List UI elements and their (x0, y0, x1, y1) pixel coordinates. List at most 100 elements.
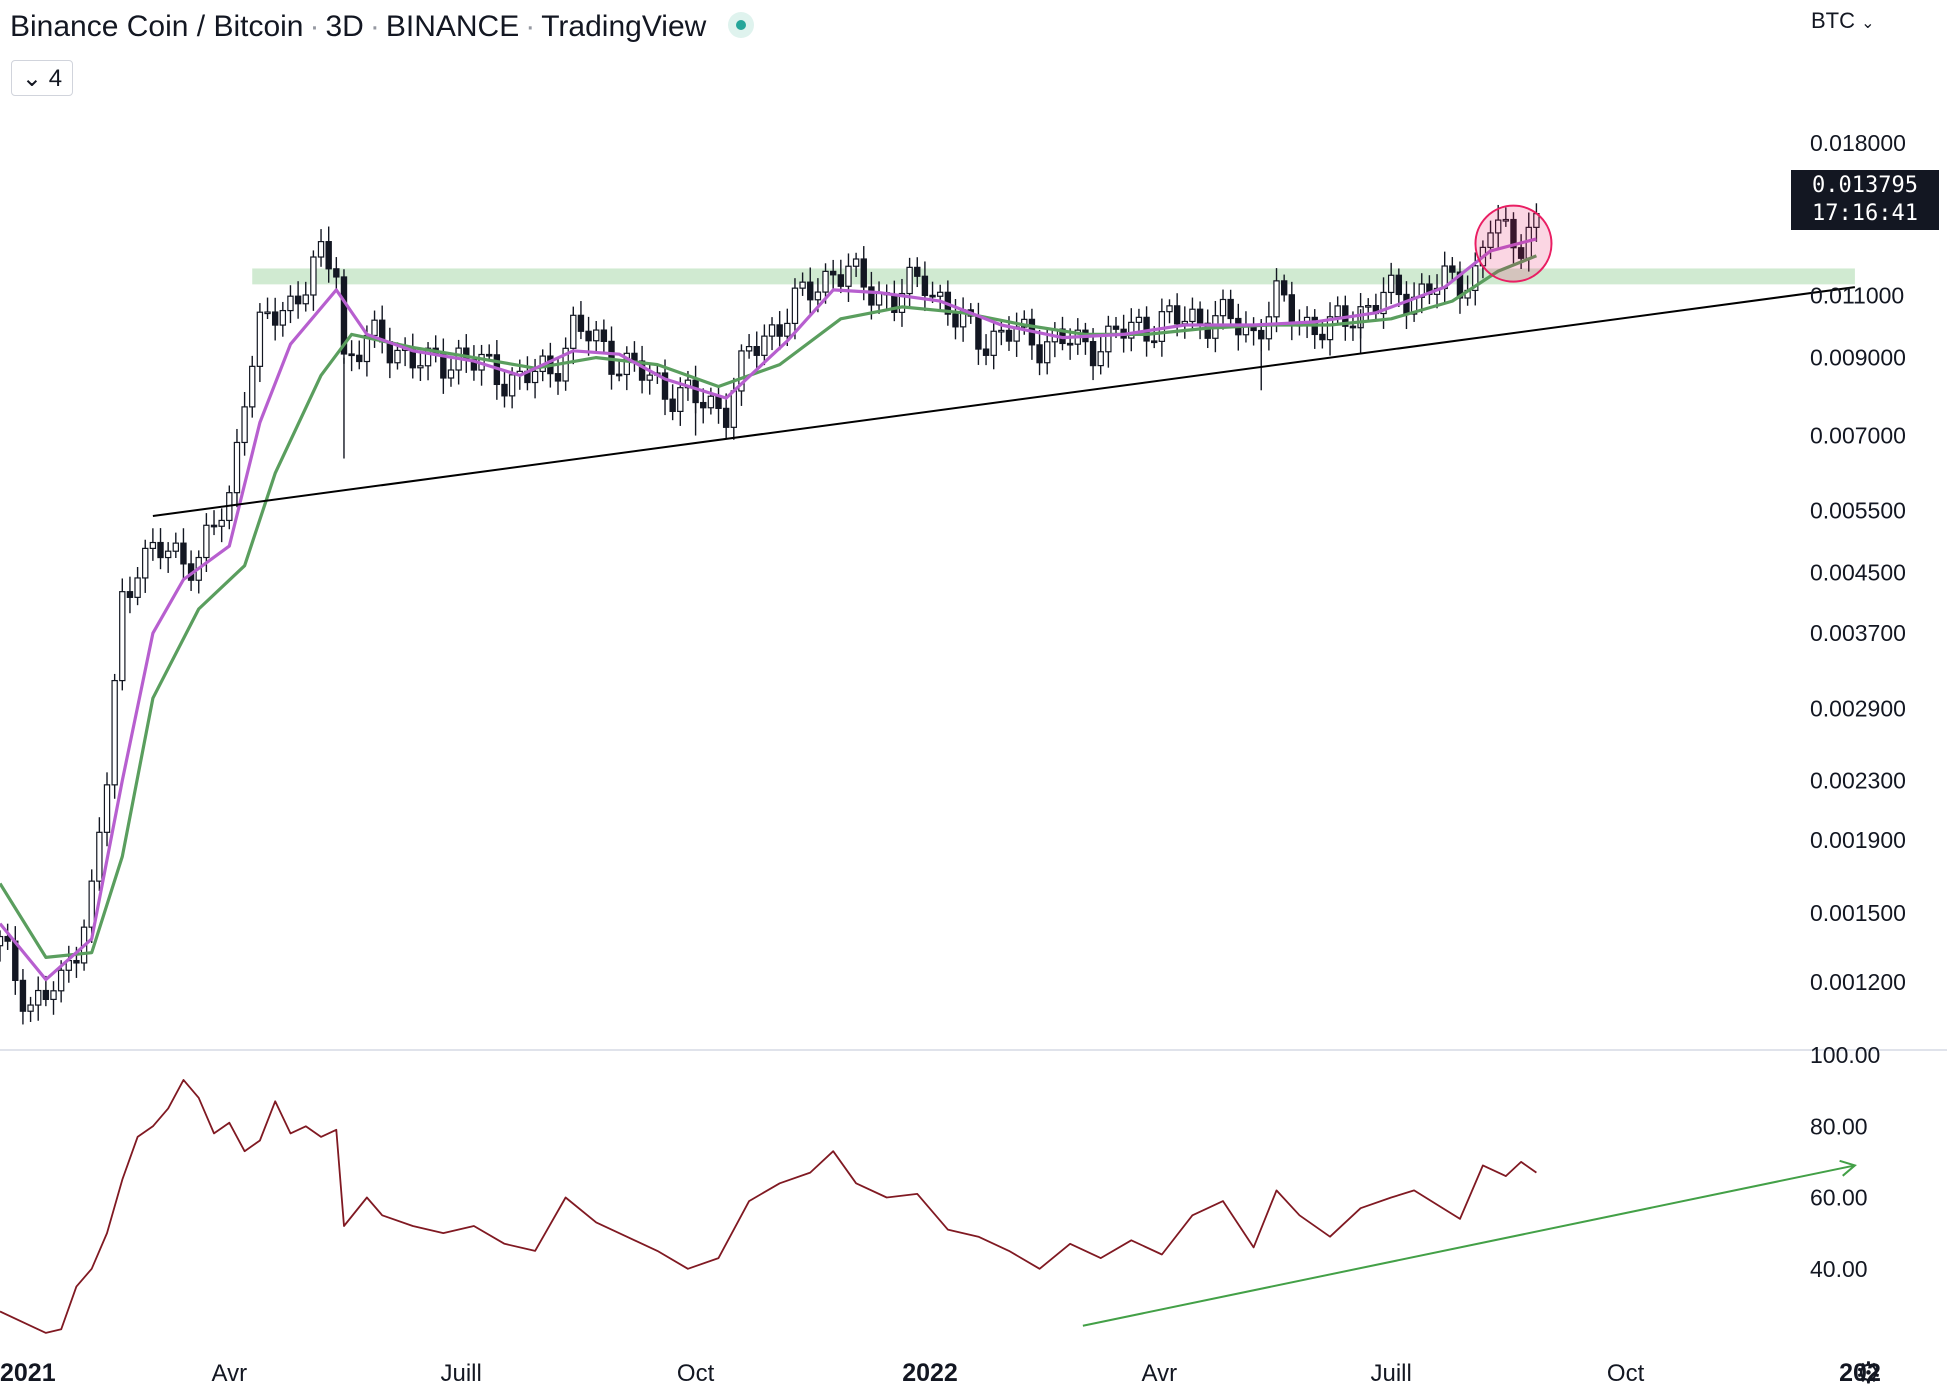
chevron-down-icon: ⌄ (1861, 15, 1875, 32)
candle-body (50, 990, 57, 1001)
candle-body (791, 287, 799, 325)
candle-body (271, 311, 279, 326)
candle-body (12, 940, 19, 981)
currency-label: BTC (1811, 8, 1855, 33)
candle-body (1166, 305, 1173, 313)
price-axis-tick: 0.001900 (1810, 827, 1906, 853)
candle-body (96, 831, 103, 882)
candle-body (784, 322, 791, 337)
last-price-tag: 0.013795 17:16:41 (1791, 170, 1939, 230)
candle-body (822, 270, 829, 293)
candle-body (348, 353, 355, 357)
candle-body (738, 350, 745, 392)
time-axis-tick: Avr (1142, 1360, 1178, 1387)
price-axis-tick: 0.003700 (1810, 620, 1906, 646)
candle-body (233, 441, 241, 494)
candle-body (241, 406, 248, 444)
candle-body (508, 374, 516, 397)
candle-body (745, 346, 753, 352)
price-axis-tick: 0.011000 (1810, 282, 1904, 308)
currency-button[interactable]: BTC ⌄ (1811, 8, 1875, 34)
candle-body (1151, 340, 1158, 344)
candle-body (256, 311, 264, 367)
exchange-label: BINANCE (385, 10, 520, 43)
price-axis-tick: 0.004500 (1810, 560, 1906, 586)
time-axis-tick: 2021 (0, 1359, 56, 1387)
candle-body (203, 524, 210, 559)
candle-body (829, 270, 837, 276)
candle-body (325, 241, 332, 270)
candle-body (554, 373, 562, 382)
candle-body (1326, 316, 1334, 341)
candle-body (1265, 316, 1273, 340)
candle-body (1487, 232, 1494, 248)
candle-body (1227, 298, 1234, 320)
candle-body (119, 591, 126, 682)
symbol-name[interactable]: Binance Coin / Bitcoin (10, 10, 304, 43)
candle-body (1494, 219, 1502, 234)
candle-body (1349, 325, 1357, 329)
rsi-trend-arrowhead (1839, 1159, 1857, 1177)
price-pane[interactable] (0, 203, 1856, 1025)
candle-body (1189, 308, 1196, 323)
candle-body (1044, 341, 1051, 364)
candle-body (1219, 298, 1227, 317)
candle-body (715, 395, 722, 409)
candle-body (57, 969, 65, 992)
candle-body (814, 291, 822, 301)
candle-body (88, 880, 95, 928)
candle-body (860, 258, 867, 288)
candle-body (623, 352, 630, 376)
candle-body (1334, 305, 1341, 318)
candle-body (898, 292, 906, 313)
support-trendline (152, 286, 1856, 517)
candle-body (340, 276, 348, 355)
price-axis-tick: 0.005500 (1810, 497, 1906, 523)
price-axis-tick: 0.001200 (1810, 969, 1906, 995)
candle-body (19, 979, 27, 1012)
gear-icon[interactable]: ⚙ (1855, 1357, 1882, 1390)
candle-body (692, 379, 699, 404)
candle-body (875, 292, 883, 306)
candle-body (1403, 293, 1410, 315)
candle-body (1173, 305, 1181, 325)
interval-label[interactable]: 3D (325, 10, 364, 43)
candle-body (1449, 265, 1456, 273)
candle-body (669, 398, 676, 413)
candle-body (1319, 333, 1326, 341)
candle-body (990, 330, 997, 356)
candle-body (1387, 274, 1395, 294)
time-axis-tick: Oct (1607, 1360, 1645, 1387)
candle-body (356, 354, 363, 363)
candle-body (264, 311, 271, 315)
candle-body (447, 369, 455, 379)
rsi-pane[interactable] (0, 1079, 1857, 1334)
candle-body (126, 591, 134, 598)
candle-body (768, 324, 776, 337)
rsi-axis-tick: 40.00 (1810, 1256, 1868, 1282)
candle-body (310, 256, 317, 296)
candle-body (210, 524, 218, 528)
candle-body (753, 346, 760, 356)
candle-body (134, 577, 141, 598)
resistance-zone (252, 268, 1855, 285)
candle-body (164, 550, 172, 559)
candle-body (600, 329, 608, 342)
time-axis-tick: Avr (212, 1360, 248, 1387)
candle-body (1204, 322, 1211, 339)
candle-body (615, 373, 623, 377)
candle-body (42, 989, 50, 1001)
candle-body (921, 275, 929, 296)
chart-title[interactable]: Binance Coin / Bitcoin · 3D · BINANCE · Tradin… (10, 10, 755, 44)
candle-body (424, 347, 432, 367)
indicators-toggle-button[interactable]: ⌄ 4 (11, 60, 73, 96)
candle-body (1128, 321, 1135, 339)
rsi-trend-arrow (1082, 1164, 1856, 1327)
time-axis-tick: 2022 (902, 1359, 958, 1387)
candle-body (149, 541, 157, 549)
candle-body (646, 374, 653, 381)
breakout-highlight-circle (1474, 204, 1553, 283)
candle-body (1280, 280, 1288, 296)
rsi-axis-tick: 80.00 (1810, 1113, 1868, 1139)
